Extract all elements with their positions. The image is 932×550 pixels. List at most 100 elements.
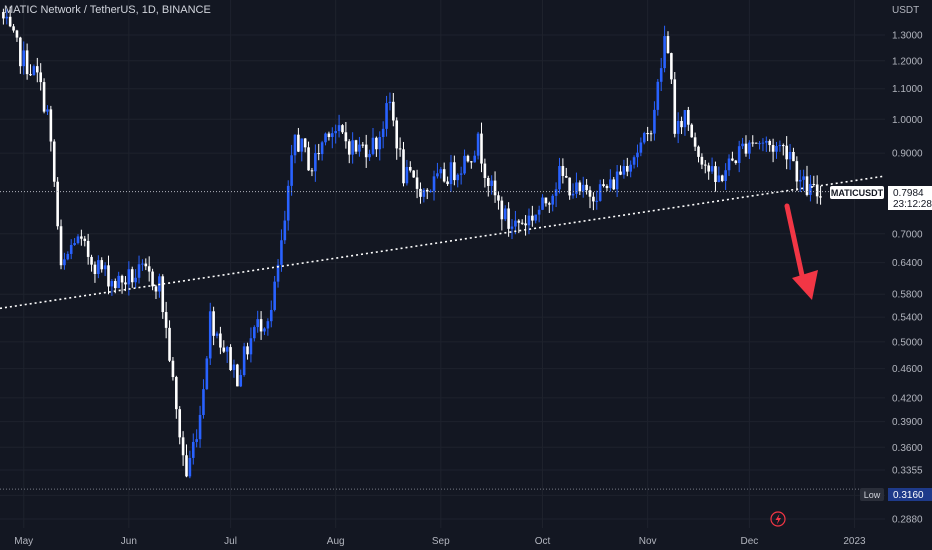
low-price-label: Low 0.3160 [860,488,932,501]
candle-body [364,144,368,158]
price-axis[interactable]: 1.3000 1.2000 1.1000 1.0000 0.9000 0.7000 0.64… [892,31,923,526]
candle-body [585,184,588,191]
candle-body [83,238,87,241]
candle-body [195,439,198,442]
candle-body [154,286,158,292]
candle-body [202,389,205,415]
price-tick-label: 0.3355 [892,465,923,476]
candle-body [544,197,548,204]
candle-body [720,175,724,181]
down-arrow[interactable] [784,203,818,300]
candle-body [581,184,585,192]
candle-body [690,124,694,138]
candle-body [151,271,154,287]
candle-body [402,149,405,184]
price-tick-label: 0.3900 [892,417,923,428]
candle-body [785,145,788,160]
candle-body [758,143,761,145]
time-tick-label: Aug [327,536,345,547]
candle-body [185,455,188,477]
candle-body [280,240,283,265]
candle-body [751,142,755,144]
candle-body [124,282,127,285]
price-tick-label: 0.4600 [892,364,923,375]
candle-body [629,164,632,172]
candle-body [470,161,473,163]
candle-body [137,264,141,278]
candle-body [761,142,765,144]
candle-body [564,175,568,178]
candle-body [676,120,680,134]
candle-body [334,131,337,134]
candle-body [212,311,215,336]
candle-body [595,200,599,202]
candle-body [188,457,192,477]
candle-body [42,82,46,112]
support-trendline[interactable] [0,175,886,310]
candle-body [290,155,293,186]
candle-body [239,375,243,387]
candle-body [436,173,439,177]
candle-body [459,173,463,175]
candle-body [117,275,120,289]
candle-body [358,144,361,152]
candle-body [2,12,5,19]
candle-body [514,220,517,227]
candle-body [215,333,219,336]
candle-body [236,364,239,387]
candle-body [225,347,229,352]
time-axis[interactable]: May Jun Jul Aug Sep Oct Nov Dec 2023 [14,536,866,547]
candle-body [76,236,80,244]
time-tick-label: Sep [432,536,450,547]
candle-body [246,346,249,355]
candle-body [639,142,643,153]
candle-body [775,146,778,152]
candle-body [229,347,232,371]
candle-body [378,136,382,150]
candle-body [66,253,70,260]
candle-body [276,264,280,282]
lightning-icon[interactable] [770,511,786,527]
candle-body [792,151,795,162]
time-tick-label: Jul [224,536,237,547]
candle-body [368,154,371,158]
price-tag-countdown: 23:12:28 [893,199,932,210]
symbol-title[interactable]: MATIC Network / TetherUS, 1D, BINANCE [4,4,211,16]
price-tick-label: 0.9000 [892,149,923,160]
price-tick-label: 0.5000 [892,337,923,348]
candle-body [646,133,649,135]
candle-body [551,195,555,205]
price-tag-value: 0.7984 [893,188,924,199]
candle-body [147,266,151,272]
candle-body [737,146,741,164]
candle-body [120,275,124,283]
candle-body [46,109,49,112]
candle-body [734,160,738,164]
candle-body [693,137,697,147]
candle-body [256,319,260,328]
candle-body [324,133,327,143]
candle-body [805,176,809,195]
time-tick-label: May [14,536,33,547]
candle-body [232,364,236,371]
candle-body [510,226,514,229]
candle-body [293,134,297,156]
candle-body [554,189,558,196]
candle-body [490,180,493,186]
candle-body [480,133,483,164]
candle-body [300,138,304,152]
time-tick-label: Dec [740,536,758,547]
candle-body [741,143,744,147]
candle-body [144,263,148,267]
candle-body [497,195,500,201]
candle-body [310,170,314,172]
candle-body [683,110,687,128]
symbol-tag [830,186,884,199]
candle-body [273,281,276,310]
candle-body [168,327,171,361]
candle-body [317,153,321,155]
candle-body [297,134,300,152]
candle-body [788,151,792,160]
candle-body [178,409,182,438]
